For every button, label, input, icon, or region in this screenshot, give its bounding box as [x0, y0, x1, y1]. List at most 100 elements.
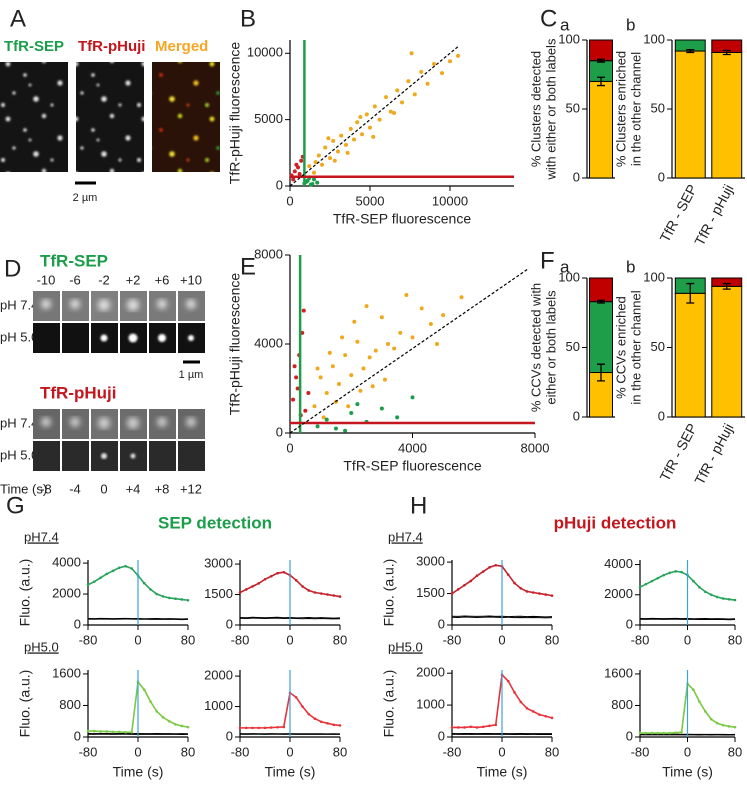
x-tick-label: 0 — [498, 744, 505, 759]
scatter-point — [291, 397, 296, 402]
data-point — [513, 581, 516, 585]
data-point — [650, 731, 654, 735]
scatter-point — [419, 306, 424, 311]
y-axis-label: in the other channel — [628, 52, 643, 166]
scatter-point — [373, 348, 378, 353]
panel-letter: b — [626, 15, 635, 34]
x-tick-label: -80 — [631, 744, 650, 759]
data-point — [86, 729, 90, 733]
data-point — [257, 726, 261, 730]
data-point — [149, 588, 152, 591]
scatter-point — [324, 417, 329, 422]
data-point — [506, 573, 510, 576]
y-tick-label: 4000 — [604, 556, 633, 571]
data-point — [307, 712, 311, 716]
scatter-point — [310, 182, 315, 187]
time-label: -6 — [69, 272, 81, 287]
y-tick-label: 2000 — [416, 665, 445, 680]
y-tick-label: 0 — [276, 177, 283, 192]
x-axis-label: Time (s) — [662, 764, 713, 780]
y-tick-label: 1500 — [416, 585, 445, 600]
data-point — [174, 723, 177, 726]
y-tick-label: 800 — [611, 697, 633, 712]
scatter-point — [324, 390, 329, 395]
scatter-point — [428, 321, 433, 326]
data-point — [99, 576, 102, 580]
scatter-point — [321, 415, 326, 420]
panel-d: TfR-SEP -10 -6 -2 +2 +6 +10 pH 7.4 pH 5.… — [0, 251, 205, 496]
data-point — [550, 594, 554, 597]
chart: 0 50 100 % CCVs detected with either or both… — [528, 269, 615, 423]
y-tick-label: 100 — [558, 31, 580, 46]
data-point — [269, 574, 273, 578]
x-tick-label: 80 — [333, 632, 347, 647]
data-point — [130, 730, 134, 734]
time-label: +12 — [180, 481, 202, 496]
x-tick-label: -80 — [631, 632, 650, 647]
data-point — [709, 593, 713, 597]
x-axis-label: TfR-SEP fluorescence — [343, 458, 481, 474]
y-axis-label: in the other channel — [628, 290, 643, 404]
scatter-point — [440, 71, 444, 76]
scale-bar-label: 2 µm — [73, 192, 98, 204]
scatter-point — [379, 315, 384, 320]
y-tick-label: 5000 — [254, 111, 283, 126]
data-point — [692, 579, 695, 583]
scatter-point — [368, 125, 372, 130]
scatter-point — [425, 81, 430, 86]
scatter-point — [361, 366, 366, 371]
data-point — [167, 596, 171, 600]
scatter-point — [307, 164, 312, 169]
panel-letter: A — [10, 5, 26, 32]
data-point — [332, 723, 336, 727]
data-point — [294, 696, 298, 699]
scatter-point — [410, 395, 415, 400]
bar-segment — [589, 39, 613, 62]
data-point — [463, 726, 466, 729]
x-tick-label: 0 — [286, 632, 293, 647]
y-tick-label: 800 — [59, 697, 81, 712]
data-point — [709, 717, 713, 721]
data-point — [488, 724, 491, 728]
time-label: -4 — [69, 481, 81, 496]
data-point — [92, 580, 96, 583]
y-tick-label: 3000 — [416, 554, 445, 569]
chart: 0 50 100 % CCVs enriched in the other channe… — [613, 269, 745, 487]
y-tick-label: 3000 — [204, 556, 233, 571]
x-axis-label: Time (s) — [113, 764, 164, 780]
scatter-point — [337, 382, 341, 387]
chart: 0 50 100 % Clusters enriched in the other ch… — [613, 31, 745, 248]
data-point — [313, 717, 317, 721]
scatter-point — [404, 293, 409, 298]
time-label: -2 — [98, 272, 110, 287]
y-tick-label: 0 — [226, 728, 233, 743]
data-point — [475, 574, 479, 578]
scatter-point — [323, 145, 328, 150]
data-point — [257, 582, 261, 585]
scatter-point — [336, 149, 340, 154]
x-tick-label: 4000 — [398, 440, 427, 455]
y-tick-label: 50 — [566, 339, 580, 354]
scatter-point — [409, 51, 414, 56]
data-point — [338, 595, 342, 598]
panel-letter: H — [410, 492, 427, 519]
scatter-point — [412, 92, 417, 97]
scatter-point — [419, 69, 424, 74]
data-point — [313, 591, 317, 594]
scatter-point — [377, 117, 382, 122]
y-tick-label: 50 — [566, 100, 580, 115]
panel-letter: B — [240, 5, 256, 32]
micrograph — [152, 62, 220, 172]
scatter-point — [364, 304, 369, 309]
y-tick-label: 0 — [74, 616, 81, 631]
y-tick-label: 1600 — [604, 665, 633, 680]
scatter-point — [292, 169, 297, 174]
data-point — [698, 700, 701, 703]
data-point — [332, 594, 336, 597]
scatter-point — [330, 364, 335, 369]
